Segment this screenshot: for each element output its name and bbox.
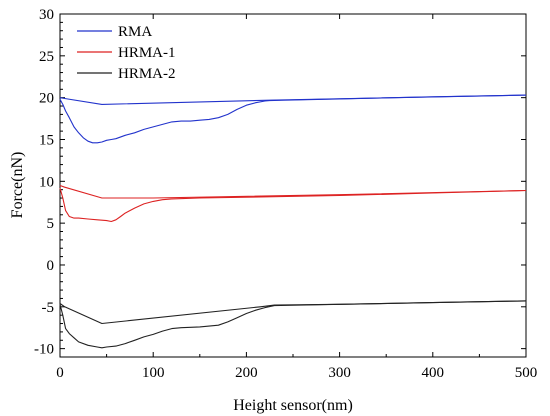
series-line-hrma-2-retract bbox=[59, 300, 527, 349]
y-tick-label: -5 bbox=[42, 300, 55, 316]
x-tick-label: 300 bbox=[328, 365, 351, 381]
series-line-hrma-1-retract bbox=[59, 187, 527, 223]
series-line-hrma-1-approach bbox=[59, 184, 527, 199]
y-tick-label: 20 bbox=[39, 91, 54, 107]
y-tick-label: -10 bbox=[34, 342, 54, 358]
x-tick-label: 0 bbox=[56, 365, 64, 381]
x-axis-label: Height sensor(nm) bbox=[233, 397, 353, 414]
legend-label-rma: RMA bbox=[118, 24, 152, 40]
y-tick-label: 0 bbox=[47, 258, 55, 274]
legend: RMA HRMA-1 HRMA-2 bbox=[77, 24, 176, 82]
x-axis: 0 100 200 300 400 500 bbox=[56, 14, 537, 381]
y-tick-label: 15 bbox=[39, 132, 54, 148]
y-tick-label: 5 bbox=[47, 216, 55, 232]
y-tick-label: 10 bbox=[39, 174, 54, 190]
y-axis-label: Force(nN) bbox=[9, 152, 26, 219]
x-tick-label: 200 bbox=[235, 365, 258, 381]
legend-label-hrma-2: HRMA-2 bbox=[118, 66, 176, 82]
x-tick-label: 400 bbox=[422, 365, 445, 381]
legend-label-hrma-1: HRMA-1 bbox=[118, 45, 176, 61]
y-axis: -10 -5 0 5 10 15 20 25 30 bbox=[34, 7, 526, 358]
series-line-rma-retract bbox=[59, 94, 527, 144]
y-tick-label: 30 bbox=[39, 7, 54, 23]
series-line-hrma-2-approach bbox=[59, 300, 527, 325]
x-tick-label: 100 bbox=[142, 365, 165, 381]
series-layer bbox=[59, 94, 527, 349]
x-tick-label: 500 bbox=[515, 365, 538, 381]
y-tick-label: 25 bbox=[39, 49, 54, 65]
